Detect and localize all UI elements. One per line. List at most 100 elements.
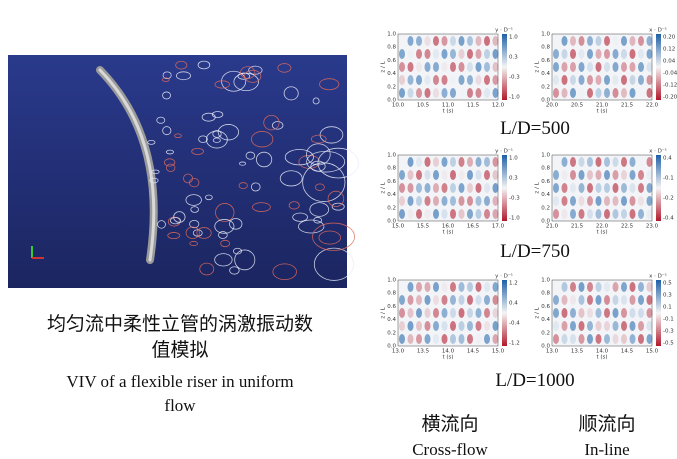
x-tick-label: 12.0	[492, 103, 505, 109]
contour-blob	[433, 75, 439, 85]
contour-blob	[424, 36, 431, 46]
y-tick-label: 0.6	[387, 304, 396, 310]
contour-blob	[450, 321, 456, 331]
vortex	[201, 112, 216, 122]
y-tick-label: 0.2	[387, 330, 396, 336]
vortex	[149, 177, 159, 184]
y-tick-label: 1.0	[387, 153, 396, 159]
y-tick-label: 0.6	[387, 58, 396, 64]
contour-blob	[553, 209, 559, 219]
column-label-en: In-line	[584, 440, 629, 459]
x-axis-label: t (s)	[596, 355, 607, 361]
contour-blob	[570, 157, 576, 167]
contour-blob	[424, 62, 431, 72]
colorbar-tick-label: 0.4	[509, 301, 518, 307]
y-tick-label: 0.4	[387, 317, 396, 323]
contour-blob	[646, 170, 653, 180]
y-tick-label: 0.0	[387, 98, 396, 104]
contour-blob	[424, 75, 431, 85]
contour-blob	[399, 334, 405, 344]
x-tick-label: 16.5	[467, 224, 480, 230]
vortex	[220, 239, 231, 248]
contour-blob	[570, 321, 576, 331]
contour-blob	[612, 196, 619, 206]
contour-blob	[646, 75, 653, 85]
contour-blob	[638, 334, 644, 344]
contour-blob	[561, 88, 568, 98]
contour-blob	[638, 209, 644, 219]
vortex	[199, 262, 215, 276]
contour-blob	[441, 196, 448, 206]
contour-blob	[553, 295, 559, 305]
contour-blob	[433, 62, 439, 72]
contour-blob	[441, 157, 448, 167]
contour-blob	[629, 36, 636, 46]
vortex	[221, 70, 247, 92]
contour-blob	[459, 88, 465, 98]
vortex	[185, 194, 202, 206]
contour-blob	[587, 295, 593, 305]
contour-blob	[553, 49, 559, 59]
colorbar-tick-label: -0.3	[509, 75, 520, 81]
contour-blob	[433, 209, 439, 219]
vortex	[229, 266, 240, 275]
contour-blob	[467, 88, 473, 98]
contour-blob	[433, 282, 439, 292]
contour-blob	[604, 295, 610, 305]
contour-blob	[629, 49, 636, 59]
contour-blob	[629, 308, 636, 318]
contour-blob	[492, 157, 499, 167]
y-tick-label: 0.6	[387, 179, 396, 185]
vortex	[229, 218, 243, 230]
vortex	[331, 202, 345, 211]
vortex	[174, 133, 182, 139]
vortex	[284, 149, 314, 166]
contour-blob	[570, 75, 576, 85]
contour-blob	[407, 282, 414, 292]
contour-blob	[629, 157, 636, 167]
contour-blob	[553, 88, 559, 98]
x-tick-label: 22.0	[646, 103, 659, 109]
contour-blob	[646, 308, 653, 318]
contour-blob	[629, 295, 636, 305]
contour-blob	[587, 49, 593, 59]
vortex	[205, 194, 213, 201]
contour-blob	[570, 170, 576, 180]
contour-blob	[638, 321, 644, 331]
vortex	[166, 163, 176, 172]
vortex	[212, 137, 221, 143]
contour-blob	[578, 183, 585, 193]
contour-blob	[561, 75, 568, 85]
vortex	[198, 135, 208, 143]
contour-blob	[646, 88, 653, 98]
contour-blob	[578, 209, 585, 219]
y-tick-label: 0.4	[541, 71, 550, 77]
contour-blob	[475, 49, 482, 59]
vortex	[217, 124, 240, 141]
x-tick-label: 11.5	[467, 103, 480, 109]
contour-blob	[475, 295, 482, 305]
contour-blob	[441, 183, 448, 193]
contour-blob	[492, 88, 499, 98]
vortex	[251, 131, 274, 148]
x-tick-label: 14.0	[442, 349, 455, 355]
contour-blob	[484, 62, 490, 72]
vortex	[306, 150, 346, 173]
y-tick-label: 0.2	[387, 205, 396, 211]
contour-blob	[467, 209, 473, 219]
x-tick-label: 10.0	[392, 103, 405, 109]
colorbar	[502, 155, 507, 221]
vortex	[165, 149, 174, 155]
contour-blob	[570, 308, 576, 318]
vortex	[156, 116, 166, 124]
vortex	[314, 183, 325, 191]
contour-blob	[595, 62, 602, 72]
contour-blob	[433, 183, 439, 193]
contour-blob	[578, 196, 585, 206]
contour-blob	[484, 170, 490, 180]
contour-blob	[604, 36, 610, 46]
plot-area	[551, 279, 653, 347]
contour-blob	[646, 49, 653, 59]
contour-blob	[570, 282, 576, 292]
vortex	[283, 86, 299, 101]
